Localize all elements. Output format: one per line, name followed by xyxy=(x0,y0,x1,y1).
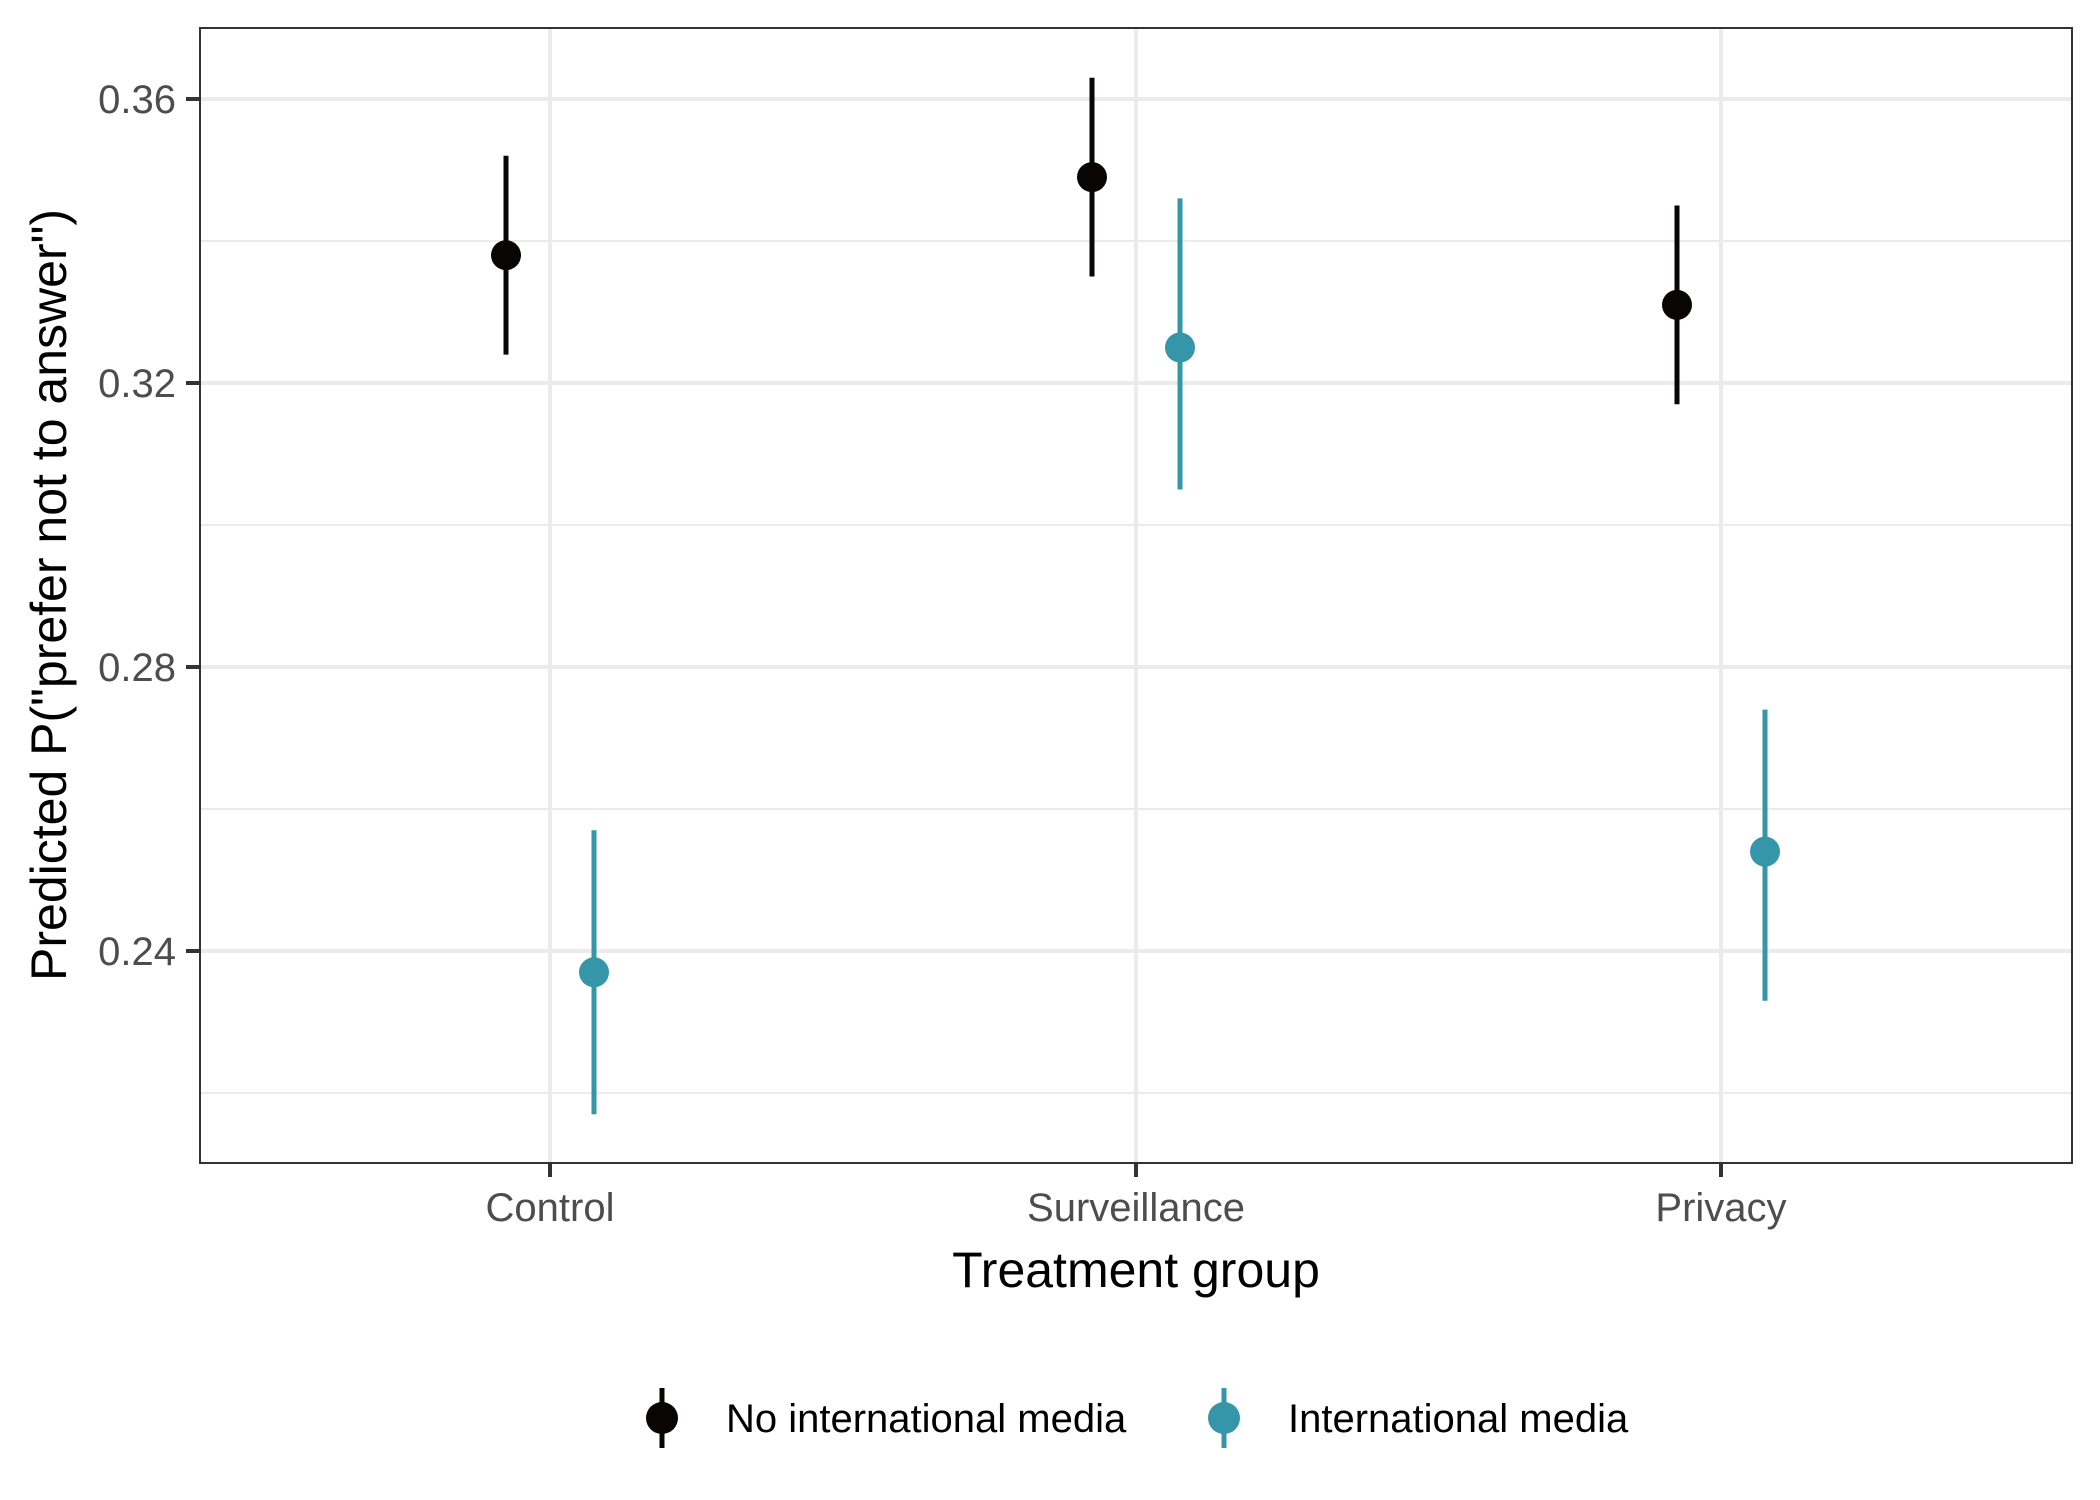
data-point xyxy=(1077,162,1107,193)
legend: No international media International medi… xyxy=(646,1388,1629,1448)
axes: 0.24 0.28 0.32 0.36 Control Surveillance Priva… xyxy=(98,78,1786,1230)
legend-label: No international media xyxy=(726,1397,1127,1441)
data-point xyxy=(579,957,609,988)
y-axis-title: Predicted P("prefer not to answer") xyxy=(21,209,77,981)
x-axis-title: Treatment group xyxy=(952,1242,1320,1298)
data-point xyxy=(1750,836,1780,867)
x-tick-label: Control xyxy=(486,1186,615,1230)
gridlines xyxy=(200,28,2072,1163)
x-tick-label: Privacy xyxy=(1655,1186,1786,1230)
legend-key-point xyxy=(646,1402,678,1434)
y-tick-label: 0.28 xyxy=(98,646,176,690)
data-point xyxy=(1662,289,1692,320)
legend-key-point xyxy=(1208,1402,1240,1434)
legend-label: International media xyxy=(1288,1397,1629,1441)
data-point xyxy=(491,240,521,271)
y-tick-label: 0.36 xyxy=(98,78,176,122)
x-tick-label: Surveillance xyxy=(1027,1186,1245,1230)
y-tick-label: 0.24 xyxy=(98,930,176,974)
data-point xyxy=(1165,332,1195,363)
y-tick-label: 0.32 xyxy=(98,362,176,406)
marks xyxy=(491,77,1780,1115)
